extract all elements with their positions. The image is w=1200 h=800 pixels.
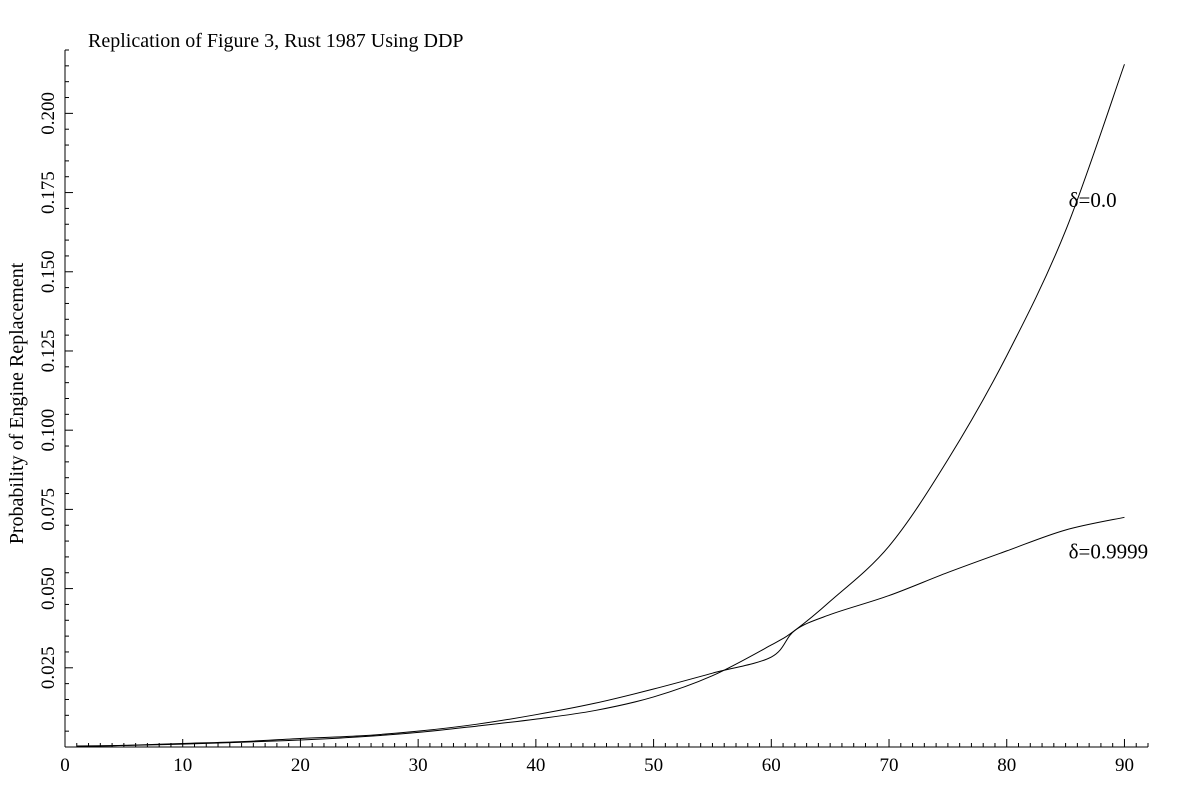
x-tick-label: 80 xyxy=(997,755,1016,776)
y-tick-label: 0.125 xyxy=(38,330,59,373)
y-tick-label: 0.075 xyxy=(38,488,59,531)
axes: 0 10 20 30 40 50 60 70 80 90 0.025 0.050 0.075 0.100 0… xyxy=(38,49,1149,776)
x-tick-label: 20 xyxy=(291,755,310,776)
series-layer xyxy=(76,64,1125,747)
series-line-1 xyxy=(76,516,1125,747)
x-tick-label: 70 xyxy=(880,755,899,776)
x-tick-label: 30 xyxy=(409,755,428,776)
series-line-0 xyxy=(76,64,1125,747)
series-annotation-1: δ=0.9999 xyxy=(1069,540,1149,564)
y-tick-label: 0.025 xyxy=(38,646,59,689)
y-tick-label: 0.175 xyxy=(38,171,59,214)
x-tick-label: 60 xyxy=(762,755,781,776)
x-tick-label: 0 xyxy=(60,755,70,776)
x-tick-label: 50 xyxy=(644,755,663,776)
y-tick-label: 0.100 xyxy=(38,409,59,452)
annotation-layer: δ=0.0 δ=0.9999 xyxy=(1069,188,1149,564)
y-axis-label: Probability of Engine Replacement xyxy=(6,262,28,544)
y-tick-label: 0.050 xyxy=(38,567,59,610)
x-tick-label: 10 xyxy=(173,755,192,776)
series-annotation-0: δ=0.0 xyxy=(1069,188,1117,212)
y-tick-label: 0.200 xyxy=(38,92,59,135)
x-tick-label: 40 xyxy=(526,755,545,776)
x-tick-label: 90 xyxy=(1115,755,1134,776)
chart-title: Replication of Figure 3, Rust 1987 Using… xyxy=(88,30,464,52)
y-tick-label: 0.150 xyxy=(38,250,59,293)
